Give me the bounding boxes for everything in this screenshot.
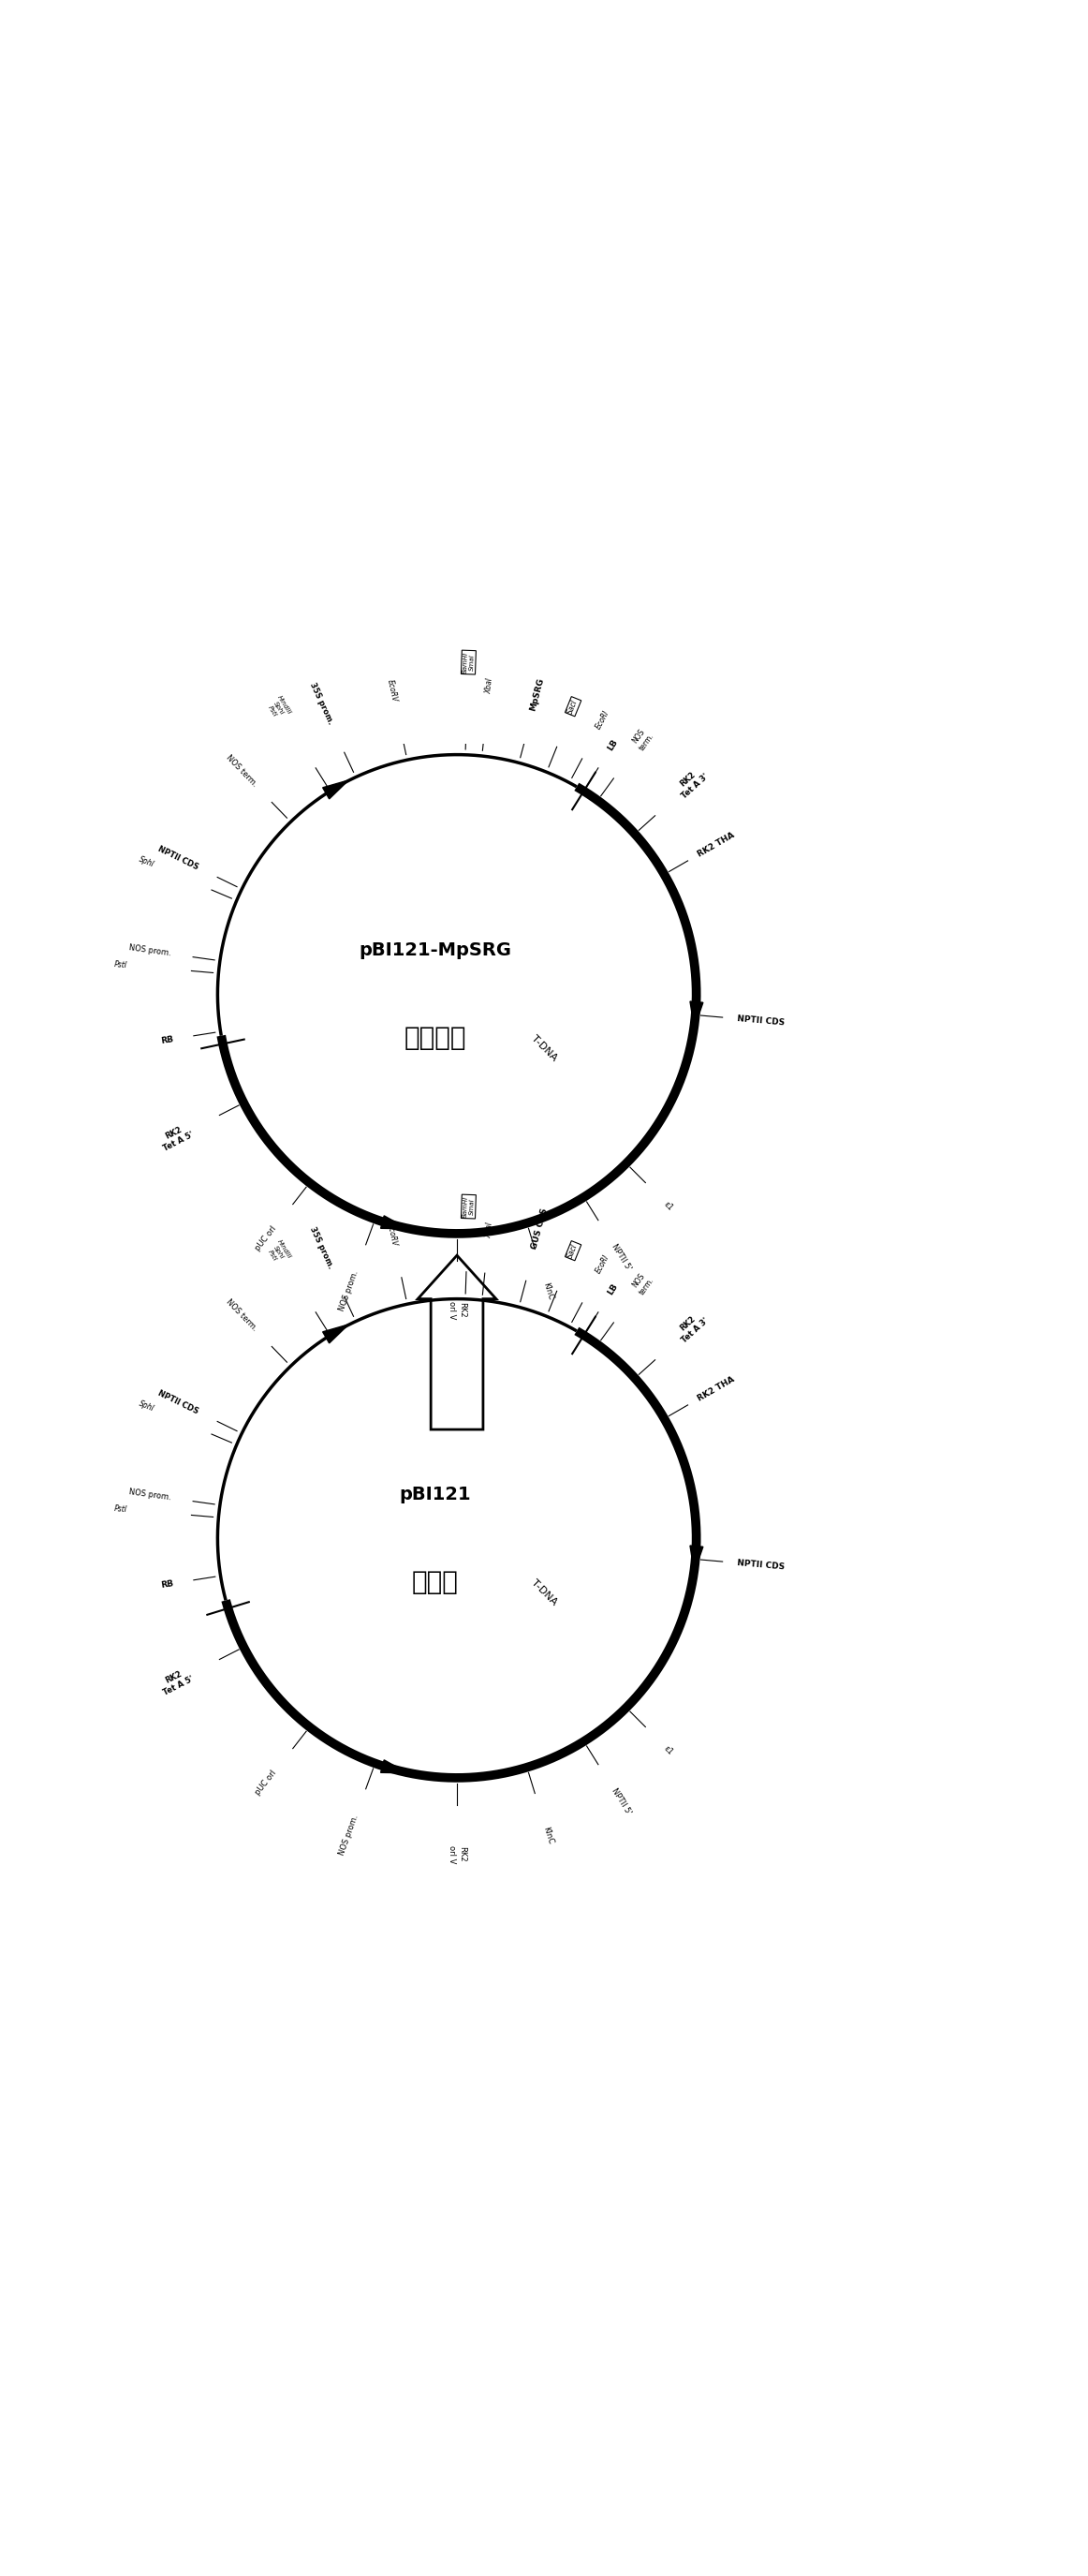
Text: NPTII 5': NPTII 5' <box>610 1788 633 1816</box>
Text: SacI: SacI <box>567 1242 580 1260</box>
Text: EcoRI: EcoRI <box>594 708 611 732</box>
Text: 35S prom.: 35S prom. <box>308 680 335 726</box>
Text: KlnC: KlnC <box>541 1826 554 1844</box>
Text: BamHI
SmaI: BamHI SmaI <box>462 1195 475 1218</box>
Text: BamHI
SmaI: BamHI SmaI <box>462 652 475 672</box>
Text: RK2 THA: RK2 THA <box>696 1376 737 1404</box>
Text: RK2
Tet A 5': RK2 Tet A 5' <box>157 1121 195 1154</box>
Text: RK2 THA: RK2 THA <box>696 829 737 858</box>
Polygon shape <box>323 781 348 799</box>
Text: pUC orl: pUC orl <box>254 1224 279 1252</box>
Text: KlnC: KlnC <box>541 1280 554 1301</box>
Polygon shape <box>418 1255 496 1430</box>
Text: NOS prom.: NOS prom. <box>337 1814 360 1857</box>
Polygon shape <box>690 1546 703 1571</box>
Text: NOS term.: NOS term. <box>224 1298 259 1332</box>
Text: RK2
orl V: RK2 orl V <box>448 1301 466 1319</box>
Text: SacI: SacI <box>567 698 580 716</box>
Text: NPTII CDS: NPTII CDS <box>157 845 200 871</box>
Text: PstI: PstI <box>114 1504 127 1515</box>
Text: PstI: PstI <box>114 961 127 969</box>
Text: T-DNA: T-DNA <box>530 1033 558 1064</box>
Text: XbaI: XbaI <box>484 1221 494 1239</box>
Text: pBI121: pBI121 <box>399 1486 471 1504</box>
Text: NOS prom.: NOS prom. <box>128 1489 172 1502</box>
Text: EcoRI: EcoRI <box>594 1255 611 1275</box>
Text: ε1: ε1 <box>663 1744 675 1757</box>
Text: SphI: SphI <box>137 1399 156 1414</box>
Text: NOS
term.: NOS term. <box>629 726 655 752</box>
Text: NOS term.: NOS term. <box>224 752 259 788</box>
Polygon shape <box>381 1216 408 1229</box>
Text: RB: RB <box>160 1036 174 1046</box>
Text: NPTII CDS: NPTII CDS <box>737 1558 784 1571</box>
Text: HindIII
SphI
PstI: HindIII SphI PstI <box>264 693 292 721</box>
Text: RK2
orl V: RK2 orl V <box>448 1844 466 1862</box>
Polygon shape <box>323 1324 348 1342</box>
Text: RK2
Tet A 5': RK2 Tet A 5' <box>157 1667 195 1698</box>
Text: 重组载体: 重组载体 <box>404 1025 467 1051</box>
Text: MpSRG: MpSRG <box>529 677 546 711</box>
Text: pUC orl: pUC orl <box>254 1770 279 1798</box>
Text: EcoRV: EcoRV <box>386 1224 399 1247</box>
Text: NPTII CDS: NPTII CDS <box>157 1388 200 1417</box>
Text: 35S prom.: 35S prom. <box>308 1226 335 1270</box>
Text: RB: RB <box>160 1579 174 1589</box>
Text: LB: LB <box>606 1283 619 1296</box>
Text: NOS prom.: NOS prom. <box>337 1270 360 1311</box>
Text: ε1: ε1 <box>663 1200 675 1211</box>
Text: NOS prom.: NOS prom. <box>128 943 172 958</box>
Text: NPTII CDS: NPTII CDS <box>737 1015 784 1028</box>
Text: RK2
Tet A 3': RK2 Tet A 3' <box>673 1309 709 1345</box>
Polygon shape <box>690 1002 703 1028</box>
Text: EcoRV: EcoRV <box>386 677 399 703</box>
Text: GUS CDS: GUS CDS <box>531 1206 549 1249</box>
Text: SphI: SphI <box>137 855 156 868</box>
Text: 空载体: 空载体 <box>412 1569 458 1595</box>
Text: NOS
term.: NOS term. <box>629 1270 655 1296</box>
Text: XbaI: XbaI <box>484 677 494 693</box>
Text: RK2
Tet A 3': RK2 Tet A 3' <box>673 765 709 801</box>
Polygon shape <box>381 1759 408 1772</box>
Text: T-DNA: T-DNA <box>530 1579 558 1607</box>
Text: NPTII 5': NPTII 5' <box>610 1242 633 1273</box>
Text: pBI121-MpSRG: pBI121-MpSRG <box>359 943 511 958</box>
Text: LB: LB <box>606 737 619 752</box>
Text: HindIII
SphI
PstI: HindIII SphI PstI <box>264 1239 292 1267</box>
